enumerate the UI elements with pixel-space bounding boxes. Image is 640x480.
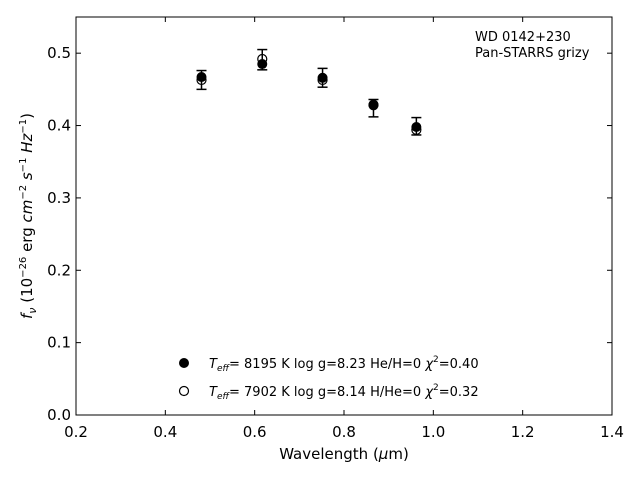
y-tick-label: 0.3 bbox=[47, 189, 71, 207]
x-tick-label: 0.8 bbox=[332, 423, 356, 441]
legend-entry-open: Teff= 7902 K log g=8.14 H/He=0 χ2=0.32 bbox=[209, 383, 479, 402]
y-tick-label: 0.0 bbox=[47, 406, 71, 424]
x-tick-label: 1.4 bbox=[600, 423, 624, 441]
x-tick-label: 0.6 bbox=[243, 423, 267, 441]
legend-marker-open bbox=[178, 385, 190, 397]
point-open bbox=[317, 74, 328, 86]
legend-marker-filled bbox=[179, 358, 189, 368]
x-tick-label: 1.0 bbox=[421, 423, 445, 441]
x-tick-label: 0.4 bbox=[153, 423, 177, 441]
y-axis-title: fν (10−26 erg cm−2 s−1 Hz−1) bbox=[18, 113, 39, 319]
point-filled bbox=[196, 72, 207, 83]
star-name-annotation: WD 0142+230 bbox=[475, 30, 571, 45]
x-axis-title: Wavelength (μm) bbox=[279, 445, 409, 463]
x-tick-label: 1.2 bbox=[511, 423, 535, 441]
survey-annotation: Pan-STARRS grizy bbox=[475, 46, 590, 61]
point-open bbox=[368, 100, 379, 111]
legend: Teff= 8195 K log g=8.23 He/H=0 χ2=0.40 T… bbox=[178, 355, 479, 402]
point-open bbox=[257, 53, 268, 65]
y-ticks: 0.0 0.1 0.2 0.3 0.4 0.5 bbox=[47, 44, 612, 424]
point-open bbox=[196, 74, 207, 86]
x-tick-label: 0.2 bbox=[64, 423, 88, 441]
point-filled bbox=[411, 121, 422, 132]
y-tick-label: 0.4 bbox=[47, 117, 71, 135]
y-tick-label: 0.1 bbox=[47, 334, 71, 352]
plot-area bbox=[76, 17, 612, 415]
plot-frame bbox=[75, 16, 613, 416]
y-tick-label: 0.2 bbox=[47, 261, 71, 279]
legend-entry-filled: Teff= 8195 K log g=8.23 He/H=0 χ2=0.40 bbox=[209, 355, 479, 374]
point-filled bbox=[317, 72, 328, 83]
y-tick-label: 0.5 bbox=[47, 44, 71, 62]
data-points bbox=[196, 53, 422, 135]
point-open bbox=[411, 124, 422, 135]
